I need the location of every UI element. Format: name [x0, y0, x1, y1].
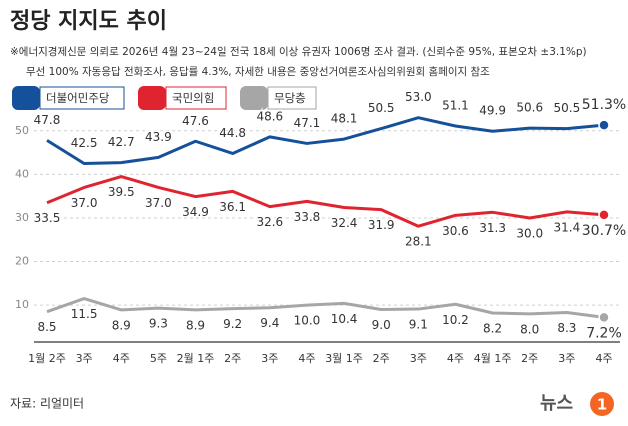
- value-label: 9.4: [260, 316, 279, 330]
- end-marker: [598, 119, 610, 131]
- value-label: 37.0: [145, 196, 172, 210]
- legend-box: [165, 86, 227, 110]
- value-label: 10.0: [294, 314, 321, 328]
- value-label: 50.5: [368, 101, 395, 115]
- legend-icon: [12, 86, 40, 110]
- x-tick-label: 3주: [76, 352, 93, 365]
- x-tick-label: 4주: [298, 352, 315, 365]
- value-label: 31.3: [479, 221, 506, 235]
- value-label: 28.1: [405, 235, 432, 249]
- value-label: 50.5: [554, 101, 581, 115]
- value-label: 9.1: [409, 318, 428, 332]
- value-label: 8.5: [37, 320, 56, 334]
- value-label: 48.1: [331, 112, 358, 126]
- value-label: 8.0: [520, 322, 539, 336]
- value-label: 34.9: [182, 205, 209, 219]
- x-tick-label: 4월 1주: [474, 352, 512, 365]
- legend-label: 더불어민주당: [46, 91, 110, 105]
- value-label: 48.6: [256, 109, 283, 123]
- subtitle: ※에너지경제신문 의뢰로 2026년 4월 23~24일 전국 18세 이상 유…: [10, 45, 587, 58]
- x-tick-label: 2월 1주: [177, 352, 215, 365]
- value-label: 43.9: [145, 130, 172, 144]
- value-label: 30.6: [442, 224, 469, 238]
- value-label: 32.4: [331, 216, 358, 230]
- x-tick-label: 1월 2주: [28, 352, 66, 365]
- series-line: [46, 116, 605, 165]
- value-label: 10.4: [331, 312, 358, 326]
- value-label: 44.8: [219, 126, 246, 140]
- x-tick-label: 3주: [558, 352, 575, 365]
- value-label: 9.2: [223, 317, 242, 331]
- end-marker: [598, 209, 610, 221]
- value-label: 30.0: [516, 226, 543, 240]
- value-label: 7.2%: [586, 325, 622, 341]
- value-label: 31.9: [368, 218, 395, 232]
- x-tick-label: 2주: [373, 352, 390, 365]
- series-line: [46, 175, 605, 228]
- y-tick-label: 10: [15, 298, 29, 311]
- value-label: 36.1: [219, 200, 246, 214]
- y-tick-label: 40: [15, 167, 29, 180]
- y-tick-label: 50: [15, 124, 29, 137]
- y-tick-label: 30: [15, 211, 29, 224]
- value-label: 11.5: [71, 307, 98, 321]
- legend-box: [39, 86, 125, 110]
- x-tick-label: 3월 1주: [325, 352, 363, 365]
- x-tick-label: 2주: [521, 352, 538, 365]
- value-label: 9.0: [372, 318, 391, 332]
- logo: 1: [597, 396, 607, 414]
- series-line: [46, 297, 605, 319]
- value-label: 30.7%: [582, 223, 626, 239]
- value-label: 51.3%: [582, 97, 626, 113]
- value-label: 42.5: [71, 136, 98, 150]
- end-marker: [598, 311, 610, 324]
- value-label: 8.9: [112, 318, 131, 332]
- x-tick-label: 2주: [224, 352, 241, 365]
- y-tick-label: 20: [15, 255, 29, 268]
- legend-icon: [240, 86, 268, 110]
- value-label: 47.8: [34, 113, 61, 127]
- value-label: 8.2: [483, 321, 502, 335]
- legend-icon: [138, 86, 166, 110]
- value-label: 37.0: [71, 196, 98, 210]
- value-label: 32.6: [256, 215, 283, 229]
- value-label: 10.2: [442, 313, 469, 327]
- x-tick-label: 5주: [150, 352, 167, 365]
- value-label: 50.6: [516, 101, 543, 115]
- value-label: 53.0: [405, 90, 432, 104]
- value-label: 47.1: [294, 116, 321, 130]
- x-tick-label: 4주: [113, 352, 130, 365]
- subtitle: 무선 100% 자동응답 전화조사, 응답률 4.3%, 자세한 내용은 중앙선…: [26, 65, 490, 78]
- value-label: 33.5: [34, 211, 61, 225]
- legend-label: 국민의힘: [172, 91, 214, 105]
- legend-label: 무당층: [274, 91, 306, 105]
- value-label: 9.3: [149, 317, 168, 331]
- value-label: 39.5: [108, 185, 135, 199]
- value-label: 8.3: [557, 321, 576, 335]
- x-tick-label: 3주: [261, 352, 278, 365]
- chart-title: 정당 지지도 추이: [10, 9, 167, 34]
- value-label: 49.9: [479, 104, 506, 118]
- logo: 뉴스: [540, 393, 573, 414]
- value-label: 51.1: [442, 98, 469, 112]
- x-tick-label: 4주: [595, 352, 612, 365]
- value-label: 8.9: [186, 318, 205, 332]
- value-label: 47.6: [182, 114, 209, 128]
- logo-icon: [590, 392, 614, 416]
- legend-box: [267, 86, 317, 110]
- value-label: 33.8: [294, 210, 321, 224]
- x-tick-label: 3주: [410, 352, 427, 365]
- x-tick-label: 4주: [447, 352, 464, 365]
- value-label: 31.4: [554, 220, 581, 234]
- source: 자료: 리얼미터: [10, 397, 84, 411]
- value-label: 42.7: [108, 135, 135, 149]
